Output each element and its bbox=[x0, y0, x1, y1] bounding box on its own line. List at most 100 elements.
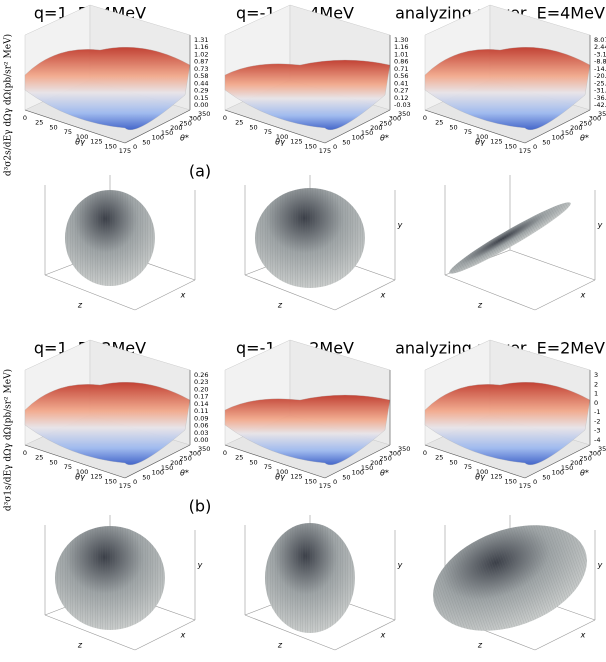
x-tick-label: 125 bbox=[490, 138, 502, 146]
x-tick-label: 75 bbox=[264, 463, 272, 471]
shape-axis-label: z bbox=[77, 641, 83, 650]
shape-axis-label: x bbox=[380, 631, 386, 640]
z-tick-label: 0.20 bbox=[194, 385, 208, 393]
z-tick-label: 0.44 bbox=[194, 79, 208, 87]
x-tick-label: 150 bbox=[105, 477, 117, 485]
panel-label: (a) bbox=[189, 162, 211, 181]
panel-label: (b) bbox=[189, 497, 212, 516]
z-tick-label: 0.58 bbox=[194, 72, 208, 80]
shape-axis-label: z bbox=[477, 301, 483, 310]
z-tick-label: 1.30 bbox=[394, 36, 408, 44]
y-tick-label: 50 bbox=[542, 138, 550, 146]
x-tick-label: 50 bbox=[49, 458, 57, 466]
shape-axis-label: y bbox=[597, 221, 603, 230]
shape-axis-label: z bbox=[277, 641, 283, 650]
z-tick-label: 2.44 bbox=[594, 43, 606, 51]
z-tick-label: -3.19 bbox=[594, 50, 606, 58]
x-tick-label: 175 bbox=[519, 482, 531, 490]
x-tick-label: 50 bbox=[249, 123, 257, 131]
x-axis-label: θγ bbox=[475, 473, 486, 482]
axis-edge bbox=[335, 280, 395, 310]
z-tick-label: 1.02 bbox=[194, 50, 208, 58]
x-tick-label: 150 bbox=[105, 142, 117, 150]
z-tick-label: -20.08 bbox=[594, 72, 606, 80]
z-tick-label: 0.11 bbox=[194, 407, 208, 415]
y-tick-label: 50 bbox=[542, 473, 550, 481]
z-tick-label: -1 bbox=[594, 408, 600, 416]
z-tick-label: -4 bbox=[594, 436, 600, 444]
shape-axis-label: x bbox=[180, 631, 186, 640]
z-tick-label: -2 bbox=[594, 417, 600, 425]
y-axis-label: θ* bbox=[580, 469, 589, 478]
z-tick-label: 0.06 bbox=[194, 422, 208, 430]
shape-axis-label: y bbox=[597, 561, 603, 570]
z-tick-label: 0.87 bbox=[194, 58, 208, 66]
z-tick-label: 0.73 bbox=[194, 65, 208, 73]
x-tick-label: 150 bbox=[305, 477, 317, 485]
z-tick-label: -8.82 bbox=[594, 58, 606, 66]
shape-axis-label: y bbox=[197, 561, 203, 570]
x-tick-label: 175 bbox=[319, 482, 331, 490]
z-tick-label: 0.09 bbox=[194, 414, 208, 422]
y-tick-label: 350 bbox=[198, 445, 210, 453]
x-axis-label: θγ bbox=[75, 138, 86, 147]
axis-edge bbox=[510, 250, 595, 280]
y-tick-label: 50 bbox=[142, 473, 150, 481]
x-tick-label: 125 bbox=[90, 473, 102, 481]
y-tick-label: 0 bbox=[133, 478, 137, 486]
x-tick-label: 0 bbox=[223, 449, 227, 457]
shape-axis-label: z bbox=[477, 641, 483, 650]
y-tick-label: 350 bbox=[198, 110, 210, 118]
axis-edge bbox=[535, 620, 595, 650]
z-tick-label: 0.56 bbox=[394, 72, 408, 80]
z-tick-label: 0.00 bbox=[194, 436, 208, 444]
axis-edge bbox=[135, 620, 195, 650]
z-tick-label: 0.26 bbox=[194, 371, 208, 379]
axis-edge bbox=[535, 280, 595, 310]
z-tick-label: 0.41 bbox=[394, 79, 408, 87]
x-tick-label: 25 bbox=[235, 119, 243, 127]
y-tick-label: 50 bbox=[142, 138, 150, 146]
shape-axis-label: y bbox=[397, 561, 403, 570]
z-tick-label: 0.17 bbox=[194, 393, 208, 401]
y-tick-label: 0 bbox=[333, 143, 337, 151]
x-tick-label: 0 bbox=[223, 114, 227, 122]
x-tick-label: 75 bbox=[464, 128, 472, 136]
x-tick-label: 50 bbox=[449, 123, 457, 131]
x-tick-label: 25 bbox=[35, 454, 43, 462]
z-axis-label: d³σ2s/dEγ dΩγ dΩ(pb/sr² MeV) bbox=[3, 34, 14, 176]
x-tick-label: 0 bbox=[23, 114, 27, 122]
y-tick-label: 50 bbox=[342, 473, 350, 481]
z-tick-label: 0.15 bbox=[194, 94, 208, 102]
y-tick-label: 350 bbox=[398, 110, 410, 118]
z-tick-label: 1.01 bbox=[394, 50, 408, 58]
x-tick-label: 25 bbox=[435, 454, 443, 462]
z-tick-label: -14.45 bbox=[594, 65, 606, 73]
y-tick-label: 0 bbox=[533, 478, 537, 486]
z-tick-label: 1.31 bbox=[194, 36, 208, 44]
x-axis-label: θγ bbox=[475, 138, 486, 147]
z-tick-label: 0.29 bbox=[194, 87, 208, 95]
z-tick-label: -3 bbox=[594, 427, 600, 435]
x-tick-label: 50 bbox=[449, 458, 457, 466]
shape-axis-label: x bbox=[580, 291, 586, 300]
z-tick-label: -0.03 bbox=[394, 101, 411, 109]
z-tick-label: 1.16 bbox=[194, 43, 208, 51]
z-tick-label: 8.07 bbox=[594, 36, 606, 44]
x-tick-label: 0 bbox=[23, 449, 27, 457]
x-tick-label: 150 bbox=[305, 142, 317, 150]
z-tick-label: 0.23 bbox=[194, 378, 208, 386]
x-tick-label: 75 bbox=[464, 463, 472, 471]
z-tick-label: 0.86 bbox=[394, 58, 408, 66]
y-tick-label: 50 bbox=[342, 138, 350, 146]
x-tick-label: 25 bbox=[235, 454, 243, 462]
figure: d³σ2s/dEγ dΩγ dΩ(pb/sr² MeV)(a)q=1, E=4M… bbox=[0, 0, 606, 662]
x-tick-label: 150 bbox=[505, 477, 517, 485]
shape-mesh bbox=[265, 523, 355, 633]
z-tick-label: 3 bbox=[594, 371, 598, 379]
x-tick-label: 75 bbox=[264, 128, 272, 136]
y-tick-label: 0 bbox=[133, 143, 137, 151]
x-axis-label: θγ bbox=[75, 473, 86, 482]
z-tick-label: 0.03 bbox=[194, 429, 208, 437]
x-tick-label: 125 bbox=[490, 473, 502, 481]
